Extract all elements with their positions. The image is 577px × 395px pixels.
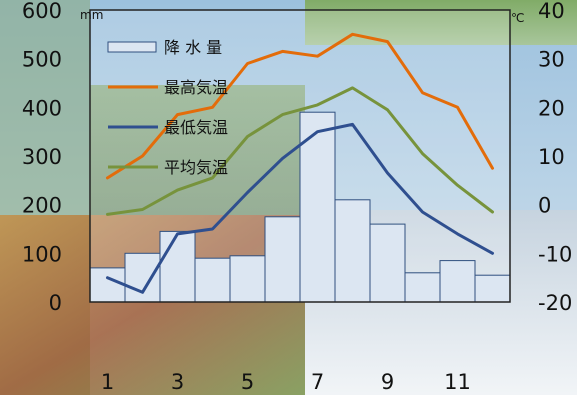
temperature-lines: [106, 32, 494, 294]
left-axis-ticks: 600 500 400 300 200 100 0: [22, 0, 62, 315]
left-tick-label: 200: [22, 194, 62, 218]
legend-precipitation: 降 水 量: [107, 38, 222, 57]
bg-field-panel: [90, 85, 305, 215]
x-tick-label: 7: [311, 370, 324, 394]
precip-bar-2: [124, 252, 161, 303]
right-tick-label: -10: [538, 242, 572, 266]
precip-bar-9: [369, 223, 406, 303]
avg-temp-line: [106, 86, 494, 216]
x-tick-label: 1: [101, 370, 114, 394]
plot-frame: [89, 9, 511, 303]
right-tick-label: 10: [538, 145, 565, 169]
left-axis-unit: mm: [80, 8, 103, 22]
bg-summer-panel: [305, 0, 577, 45]
precip-bar-4: [194, 257, 231, 303]
x-axis-ticks: 1 3 5 7 9 11: [101, 370, 471, 394]
high-temp-line: [106, 32, 494, 180]
legend-label: 最低気温: [164, 118, 228, 137]
legend-low-temp: 最低気温: [108, 118, 228, 137]
left-tick-label: 0: [49, 291, 62, 315]
right-axis-unit: ℃: [511, 11, 524, 25]
right-tick-label: 20: [538, 96, 565, 120]
right-tick-label: 0: [538, 194, 551, 218]
precipitation-bars: [89, 111, 511, 303]
legend-swatch: [107, 41, 157, 53]
legend-label: 最高気温: [164, 78, 228, 97]
precip-bar-6: [264, 216, 301, 303]
x-tick-label: 11: [444, 370, 471, 394]
bg-autumn-panel: [0, 215, 305, 395]
legend-high-temp: 最高気温: [108, 78, 228, 97]
right-axis-ticks: 40 30 20 10 0 -10 -20: [538, 0, 572, 315]
precip-bar-8: [334, 199, 371, 303]
legend-avg-temp: 平均気温: [108, 158, 228, 177]
precip-bar-3: [159, 230, 196, 303]
legend-label: 平均気温: [164, 158, 228, 177]
precip-bar-12: [474, 274, 511, 303]
left-tick-label: 300: [22, 145, 62, 169]
x-tick-label: 3: [171, 370, 184, 394]
left-tick-label: 100: [22, 242, 62, 266]
right-tick-label: -20: [538, 291, 572, 315]
right-tick-label: 30: [538, 48, 565, 72]
precip-bar-10: [404, 272, 441, 303]
left-tick-label: 400: [22, 96, 62, 120]
low-temp-line: [106, 122, 494, 294]
left-tick-label: 500: [22, 48, 62, 72]
precip-bar-5: [229, 255, 266, 303]
right-tick-label: 40: [538, 0, 565, 23]
precip-bar-11: [439, 260, 476, 303]
left-tick-label: 600: [22, 0, 62, 23]
x-tick-label: 9: [381, 370, 394, 394]
legend-label: 降 水 量: [164, 38, 222, 57]
x-tick-label: 5: [241, 370, 254, 394]
precip-bar-1: [89, 267, 126, 303]
